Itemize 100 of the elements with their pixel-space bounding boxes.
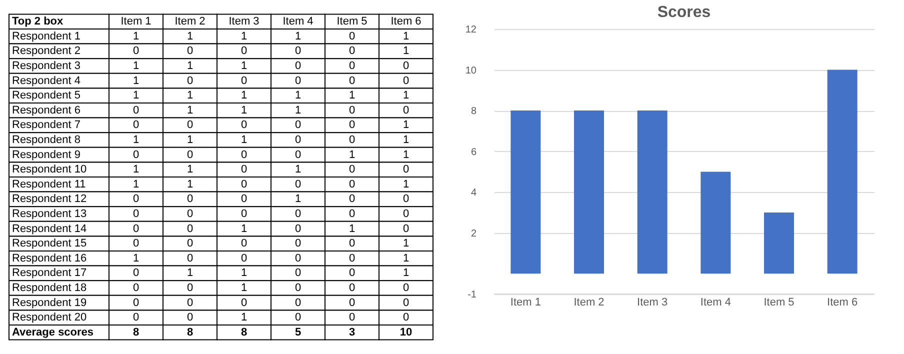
data-label: 0 xyxy=(402,164,410,176)
y-tick-label: Respondent 19 xyxy=(12,296,87,309)
data-label: 0 xyxy=(294,282,302,294)
data-label: 0 xyxy=(132,296,140,309)
data-label: 0 xyxy=(132,104,140,116)
x-tick-label: Item 2 xyxy=(574,296,604,308)
data-label: 0 xyxy=(186,238,194,250)
data-label: 0 xyxy=(186,208,194,220)
data-label: 0 xyxy=(186,45,194,58)
y-tick-label: Respondent 4 xyxy=(12,74,80,87)
y-tick-label: -1 xyxy=(468,290,477,300)
y-tick-label: Respondent 13 xyxy=(12,208,87,220)
data-label: 1 xyxy=(186,60,194,72)
data-label: 0 xyxy=(132,238,140,250)
data-label: 0 xyxy=(240,238,248,250)
data-label: 1 xyxy=(240,104,248,116)
data-label: 0 xyxy=(240,252,248,264)
data-label: 0 xyxy=(294,148,302,161)
data-label: 0 xyxy=(186,282,194,294)
data-label: 1 xyxy=(348,148,356,161)
y-tick-label: Average scores xyxy=(12,326,94,338)
data-label: 0 xyxy=(402,60,410,72)
chart-title: Scores xyxy=(657,4,711,21)
data-label: 1 xyxy=(186,164,194,176)
data-label: 1 xyxy=(402,90,410,102)
y-tick-label: Respondent 9 xyxy=(12,148,80,161)
data-label: 1 xyxy=(186,104,194,116)
data-label: 0 xyxy=(348,267,356,280)
data-label: 1 xyxy=(294,164,302,176)
data-label: 0 xyxy=(132,267,140,280)
data-label: 0 xyxy=(132,282,140,294)
data-label: 0 xyxy=(132,119,140,132)
data-label: 1 xyxy=(240,282,248,294)
y-tick-label: 12 xyxy=(465,24,477,36)
data-label: 0 xyxy=(240,208,248,220)
y-tick-label: Respondent 14 xyxy=(12,222,87,235)
data-label: 5 xyxy=(294,326,302,338)
data-label: 0 xyxy=(402,208,410,220)
data-label: 1 xyxy=(294,193,302,206)
y-tick-label: Respondent 1 xyxy=(12,30,80,42)
data-label: 0 xyxy=(186,252,194,264)
data-label: 1 xyxy=(240,134,248,146)
data-label: 0 xyxy=(348,296,356,309)
data-label: 0 xyxy=(186,312,194,324)
y-tick-label: Respondent 20 xyxy=(12,312,87,324)
data-label: 1 xyxy=(132,90,140,102)
data-label: 1 xyxy=(186,90,194,102)
data-label: 0 xyxy=(186,148,194,161)
data-label: 0 xyxy=(186,222,194,235)
data-label: 0 xyxy=(294,252,302,264)
data-label: 0 xyxy=(348,164,356,176)
data-label: 0 xyxy=(240,119,248,132)
data-label: 1 xyxy=(240,312,248,324)
data-label: 0 xyxy=(294,119,302,132)
y-tick-label: Respondent 8 xyxy=(12,134,80,146)
data-label: 1 xyxy=(402,238,410,250)
x-tick-label: Item 6 xyxy=(390,16,422,28)
data-label: 0 xyxy=(240,148,248,161)
x-tick-label: Item 4 xyxy=(282,16,314,28)
data-label: 1 xyxy=(402,178,410,190)
data-label: 1 xyxy=(240,267,248,280)
data-label: 1 xyxy=(186,178,194,190)
data-label: 0 xyxy=(240,45,248,58)
y-tick-label: Respondent 2 xyxy=(12,45,80,58)
data-label: 0 xyxy=(240,296,248,309)
data-label: 0 xyxy=(294,222,302,235)
data-label: 1 xyxy=(402,267,410,280)
data-label: 0 xyxy=(132,208,140,220)
data-label: 1 xyxy=(294,104,302,116)
data-label: 8 xyxy=(240,326,248,338)
x-tick-label: Item 3 xyxy=(228,16,260,28)
data-label: 0 xyxy=(348,60,356,72)
y-tick-label: Respondent 11 xyxy=(12,178,86,190)
data-label: 0 xyxy=(402,104,410,116)
data-label: 1 xyxy=(294,90,302,102)
data-label: 1 xyxy=(132,74,140,87)
data-label: 0 xyxy=(186,296,194,309)
data-label: 0 xyxy=(402,296,410,309)
data-label: 10 xyxy=(400,326,412,338)
y-tick-label: Respondent 17 xyxy=(12,267,87,280)
data-label: 0 xyxy=(294,74,302,87)
y-tick-label: Respondent 15 xyxy=(12,238,87,250)
data-label: 0 xyxy=(240,164,248,176)
y-tick-label: 6 xyxy=(470,146,477,158)
y-tick-label: Respondent 18 xyxy=(12,282,87,294)
data-label: 1 xyxy=(186,267,194,280)
data-label: 0 xyxy=(294,208,302,220)
x-tick-label: Item 2 xyxy=(174,16,206,28)
x-tick-label: Item 1 xyxy=(510,296,541,308)
data-label: 0 xyxy=(348,238,356,250)
y-tick-label: Respondent 10 xyxy=(12,164,87,176)
data-label: 1 xyxy=(402,134,410,146)
data-label: 0 xyxy=(294,267,302,280)
data-label: 0 xyxy=(132,312,140,324)
x-tick-label: Item 5 xyxy=(336,16,368,28)
data-label: 0 xyxy=(132,222,140,235)
data-label: 0 xyxy=(402,74,410,87)
data-label: 0 xyxy=(348,30,356,42)
data-label: 0 xyxy=(132,193,140,206)
data-label: 0 xyxy=(294,60,302,72)
